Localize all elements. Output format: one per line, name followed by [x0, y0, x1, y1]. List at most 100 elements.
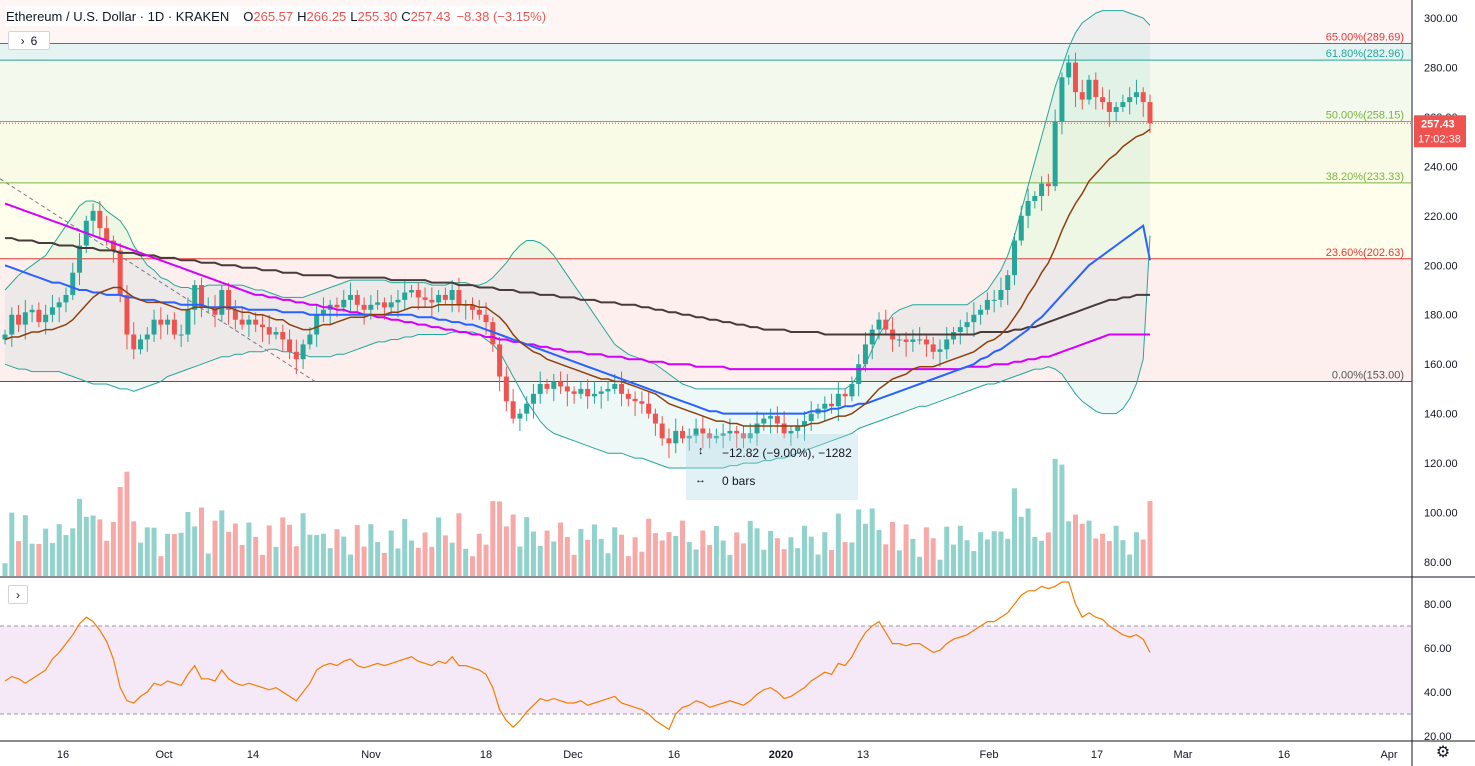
candle-body: [957, 327, 963, 333]
candle-body: [673, 430, 679, 444]
candle-body: [1045, 183, 1051, 187]
volume-bar: [734, 532, 740, 576]
volume-bar: [1133, 532, 1139, 576]
volume-bar: [707, 544, 713, 576]
candle-body: [1106, 102, 1112, 112]
candle-body: [178, 334, 184, 336]
volume-bar: [822, 532, 828, 576]
volume-bar: [212, 520, 218, 576]
candle-body: [544, 383, 550, 389]
volume-bar: [1018, 516, 1024, 576]
candle-body: [449, 290, 455, 300]
measure-range-text: −12.82 (−9.00%), −1282: [722, 446, 852, 460]
volume-bar: [9, 512, 15, 576]
volume-bar: [625, 556, 631, 576]
volume-bar: [971, 551, 977, 576]
candle-body: [842, 393, 848, 397]
candle-body: [1140, 92, 1146, 103]
candle-body: [700, 428, 706, 434]
candle-body: [138, 339, 144, 350]
fib-level-label: 38.20%(233.33): [1326, 171, 1404, 183]
volume-bar: [585, 539, 591, 576]
rsi-toggle-button[interactable]: ›: [8, 585, 28, 604]
candle-body: [747, 433, 753, 439]
candle-body: [280, 332, 286, 340]
gear-icon[interactable]: ⚙: [1435, 744, 1451, 761]
volume-bar: [83, 516, 89, 576]
volume-bar: [537, 545, 543, 576]
candle-body: [896, 339, 902, 341]
volume-bar: [1025, 508, 1031, 576]
candle-body: [707, 433, 713, 439]
volume-bar: [469, 556, 475, 576]
candle-body: [944, 339, 950, 350]
volume-bar: [415, 547, 421, 576]
price-axis-tick-label: 300.00: [1424, 13, 1458, 25]
price-axis-tick-label: 140.00: [1424, 409, 1458, 421]
time-axis-tick-label: Oct: [155, 749, 172, 761]
volume-bar: [937, 559, 943, 576]
volume-bar: [307, 534, 313, 576]
candle-body: [686, 435, 692, 439]
candle-body: [442, 294, 448, 300]
candle-body: [1072, 62, 1078, 93]
volume-bar: [63, 535, 69, 576]
candle-body: [1011, 240, 1017, 276]
candle-body: [930, 344, 936, 352]
volume-bar: [70, 528, 76, 576]
volume-bar: [327, 548, 333, 576]
volume-bar: [77, 498, 83, 576]
symbol-legend: Ethereum / U.S. Dollar · 1D · KRAKEN O 26…: [6, 6, 547, 26]
high-value: 266.25: [306, 8, 347, 24]
rsi-line: [4, 581, 1151, 731]
candle-body: [70, 272, 76, 295]
volume-bar: [605, 553, 611, 576]
candle-body: [720, 433, 726, 436]
fib-zone-4: [0, 182, 1412, 259]
candle-body: [1133, 92, 1139, 98]
candle-body: [1032, 196, 1038, 201]
volume-bar: [984, 539, 990, 576]
volume-bar: [930, 538, 936, 576]
candle-body: [856, 364, 862, 384]
fib-level-label: 61.80%(282.96): [1326, 48, 1404, 60]
fib-level-label: 50.00%(258.15): [1326, 109, 1404, 121]
volume-bar: [1093, 538, 1099, 576]
volume-bar: [138, 542, 144, 576]
indicators-toggle-button[interactable]: › 6: [8, 31, 50, 50]
candle-body: [226, 290, 232, 310]
rsi-band-fill: [0, 626, 1412, 714]
volume-bar: [957, 525, 963, 576]
candle-body: [1079, 92, 1085, 100]
candle-body: [1052, 121, 1058, 187]
candle-body: [348, 294, 354, 300]
volume-bar: [232, 523, 238, 576]
candle-body: [246, 319, 252, 325]
sma50-line: [4, 223, 1151, 415]
candle-body: [232, 309, 238, 320]
measure-tool-box: ↕ −12.82 (−9.00%), −1282 ↔ 0 bars: [686, 434, 858, 500]
fib-zone-3: [0, 121, 1412, 183]
candle-body: [56, 302, 62, 308]
candle-body: [937, 349, 943, 352]
time-axis-tick-label: Feb: [980, 749, 999, 761]
candle-body: [1005, 275, 1011, 290]
candle-body: [964, 322, 970, 328]
candle-body: [266, 327, 272, 335]
volume-bar: [795, 548, 801, 576]
volume-bar: [49, 543, 55, 576]
volume-bar: [449, 542, 455, 576]
volume-bar: [375, 542, 381, 576]
candle-body: [104, 228, 110, 241]
candle-body: [171, 319, 177, 335]
last-price-tag: [1414, 115, 1466, 148]
volume-bar: [910, 538, 916, 576]
candle-body: [483, 314, 489, 323]
volume-bar: [273, 546, 279, 576]
volume-bar: [436, 517, 442, 576]
volume-bar: [700, 530, 706, 576]
candle-body: [361, 304, 367, 310]
candle-body: [1018, 215, 1024, 241]
candle-body: [713, 435, 719, 439]
